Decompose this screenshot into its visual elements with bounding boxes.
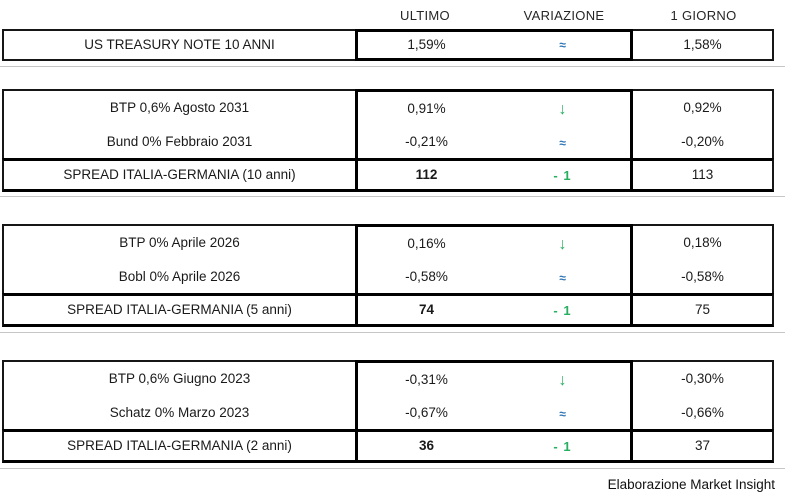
table-header: ULTIMO VARIAZIONE 1 GIORNO: [2, 4, 774, 26]
giorno-value: 0,92%: [683, 100, 722, 115]
flat-indicator-icon: ≈: [559, 38, 566, 52]
section-separator: [0, 332, 785, 333]
section-btp-bobl-5y: BTP 0% Aprile 2026 Bobl 0% Aprile 2026 0…: [2, 224, 774, 327]
spread-label-cell: SPREAD ITALIA-GERMANIA (2 anni): [2, 429, 355, 463]
col-header-1giorno: 1 GIORNO: [670, 7, 737, 23]
spread-label: SPREAD ITALIA-GERMANIA (2 anni): [67, 438, 292, 454]
instrument-label-cell: BTP 0,6% Giugno 2023 Schatz 0% Marzo 202…: [2, 360, 355, 429]
giorno-value: -0,66%: [681, 404, 724, 420]
instrument-label: Bund 0% Febbraio 2031: [106, 133, 253, 149]
spread-ultimo-value: 36: [418, 438, 435, 454]
giorno-cell: 0,92% -0,20%: [633, 89, 774, 158]
instrument-label-cell: BTP 0,6% Agosto 2031 Bund 0% Febbraio 20…: [2, 89, 355, 158]
giorno-value: -0,58%: [681, 268, 724, 284]
spread-values-box: 36 - 1: [355, 429, 633, 463]
spread-giorno-cell: 75: [633, 293, 774, 327]
ultimo-value: -0,58%: [405, 268, 448, 284]
section-separator: [0, 66, 785, 67]
spread-ultimo-value: 74: [418, 302, 435, 318]
down-arrow-icon: ↓: [558, 100, 567, 118]
spread-giorno-value: 37: [694, 438, 711, 454]
ultimo-variazione-box: -0,31% -0,67% ↓ ≈: [355, 360, 633, 429]
col-header-ultimo: ULTIMO: [400, 7, 450, 23]
instrument-label: BTP 0,6% Agosto 2031: [109, 100, 250, 115]
ultimo-variazione-box: 1,59% ≈: [355, 29, 633, 61]
spread-values-box: 112 - 1: [355, 158, 633, 192]
spread-label: SPREAD ITALIA-GERMANIA (5 anni): [67, 302, 292, 318]
down-arrow-icon: ↓: [558, 235, 567, 253]
instrument-label-cell: US TREASURY NOTE 10 ANNI: [2, 29, 355, 61]
giorno-cell: 0,18% -0,58%: [633, 224, 774, 293]
flat-indicator-icon: ≈: [559, 135, 566, 150]
spread-variazione-value: - 1: [553, 438, 572, 454]
spread-giorno-cell: 113: [633, 158, 774, 192]
ultimo-value: 1,59%: [407, 37, 446, 53]
instrument-label: BTP 0,6% Giugno 2023: [108, 371, 251, 386]
spread-row: SPREAD ITALIA-GERMANIA (5 anni) 74 - 1 7…: [2, 293, 774, 327]
spread-label-cell: SPREAD ITALIA-GERMANIA (10 anni): [2, 158, 355, 192]
giorno-value: 0,18%: [683, 235, 722, 250]
section-btp-bund-10y: BTP 0,6% Agosto 2031 Bund 0% Febbraio 20…: [2, 89, 774, 192]
spread-row: SPREAD ITALIA-GERMANIA (10 anni) 112 - 1…: [2, 158, 774, 192]
ultimo-variazione-box: 0,91% -0,21% ↓ ≈: [355, 89, 633, 158]
giorno-value: -0,20%: [681, 133, 724, 149]
giorno-cell: -0,30% -0,66%: [633, 360, 774, 429]
section-us-treasury-10y: US TREASURY NOTE 10 ANNI 1,59% ≈ 1,58%: [2, 29, 774, 61]
instrument-label-cell: BTP 0% Aprile 2026 Bobl 0% Aprile 2026: [2, 224, 355, 293]
giorno-cell: 1,58%: [633, 29, 774, 61]
instrument-label: Bobl 0% Aprile 2026: [118, 268, 241, 284]
instrument-label: US TREASURY NOTE 10 ANNI: [84, 37, 275, 53]
ultimo-value: 0,91%: [407, 100, 446, 116]
ultimo-value: -0,31%: [405, 371, 448, 387]
ultimo-value: -0,67%: [405, 404, 448, 420]
spread-label: SPREAD ITALIA-GERMANIA (10 anni): [63, 167, 296, 183]
spread-label-cell: SPREAD ITALIA-GERMANIA (5 anni): [2, 293, 355, 327]
instrument-label: BTP 0% Aprile 2026: [119, 235, 240, 250]
ultimo-value: 0,16%: [407, 235, 446, 251]
spread-variazione-value: - 1: [553, 302, 572, 318]
spread-giorno-cell: 37: [633, 429, 774, 463]
section-separator: [0, 196, 785, 197]
col-header-variazione: VARIAZIONE: [523, 7, 605, 23]
spread-variazione-value: - 1: [553, 167, 572, 183]
section-separator: [0, 468, 785, 469]
giorno-value: 1,58%: [683, 37, 722, 53]
spread-values-box: 74 - 1: [355, 293, 633, 327]
credit-text: Elaborazione Market Insight: [607, 477, 775, 492]
flat-indicator-icon: ≈: [559, 270, 566, 285]
flat-indicator-icon: ≈: [559, 406, 566, 421]
down-arrow-icon: ↓: [558, 371, 567, 389]
header-spacer: [2, 4, 355, 26]
spread-ultimo-value: 112: [415, 167, 438, 183]
ultimo-variazione-box: 0,16% -0,58% ↓ ≈: [355, 224, 633, 293]
instrument-label: Schatz 0% Marzo 2023: [109, 404, 250, 420]
spread-giorno-value: 75: [694, 302, 711, 318]
spread-row: SPREAD ITALIA-GERMANIA (2 anni) 36 - 1 3…: [2, 429, 774, 463]
section-btp-schatz-2y: BTP 0,6% Giugno 2023 Schatz 0% Marzo 202…: [2, 360, 774, 463]
spread-giorno-value: 113: [691, 167, 714, 183]
ultimo-value: -0,21%: [405, 133, 448, 149]
giorno-value: -0,30%: [681, 371, 724, 386]
